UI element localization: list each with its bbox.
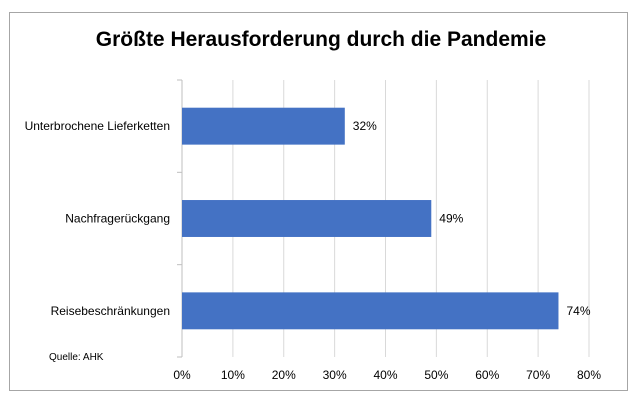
category-label: Reisebeschränkungen	[51, 304, 170, 318]
x-tick-label: 0%	[173, 368, 191, 382]
x-tick-label: 40%	[373, 368, 397, 382]
x-tick-label: 80%	[577, 368, 601, 382]
x-tick-label: 20%	[272, 368, 296, 382]
category-label: Nachfragerückgang	[65, 212, 170, 226]
data-label: 74%	[566, 304, 590, 318]
bar	[182, 107, 345, 145]
category-label: Unterbrochene Lieferketten	[25, 119, 170, 133]
bars	[182, 107, 559, 330]
axes	[177, 79, 183, 358]
x-tick-label: 10%	[221, 368, 245, 382]
bar	[182, 200, 432, 237]
labels: 0% 10% 20% 30% 40% 50% 60% 70% 80% Unterbrochene …	[25, 119, 602, 382]
data-label: 32%	[353, 119, 377, 133]
x-tick-label: 60%	[475, 368, 499, 382]
chart-title: Größte Herausforderung durch die Pandemi…	[95, 28, 547, 51]
x-tick-label: 70%	[526, 368, 550, 382]
source-note: Quelle: AHK	[49, 352, 104, 363]
bar	[182, 292, 559, 330]
x-tick-label: 30%	[323, 368, 347, 382]
x-tick-label: 50%	[424, 368, 448, 382]
data-label: 49%	[439, 212, 463, 226]
